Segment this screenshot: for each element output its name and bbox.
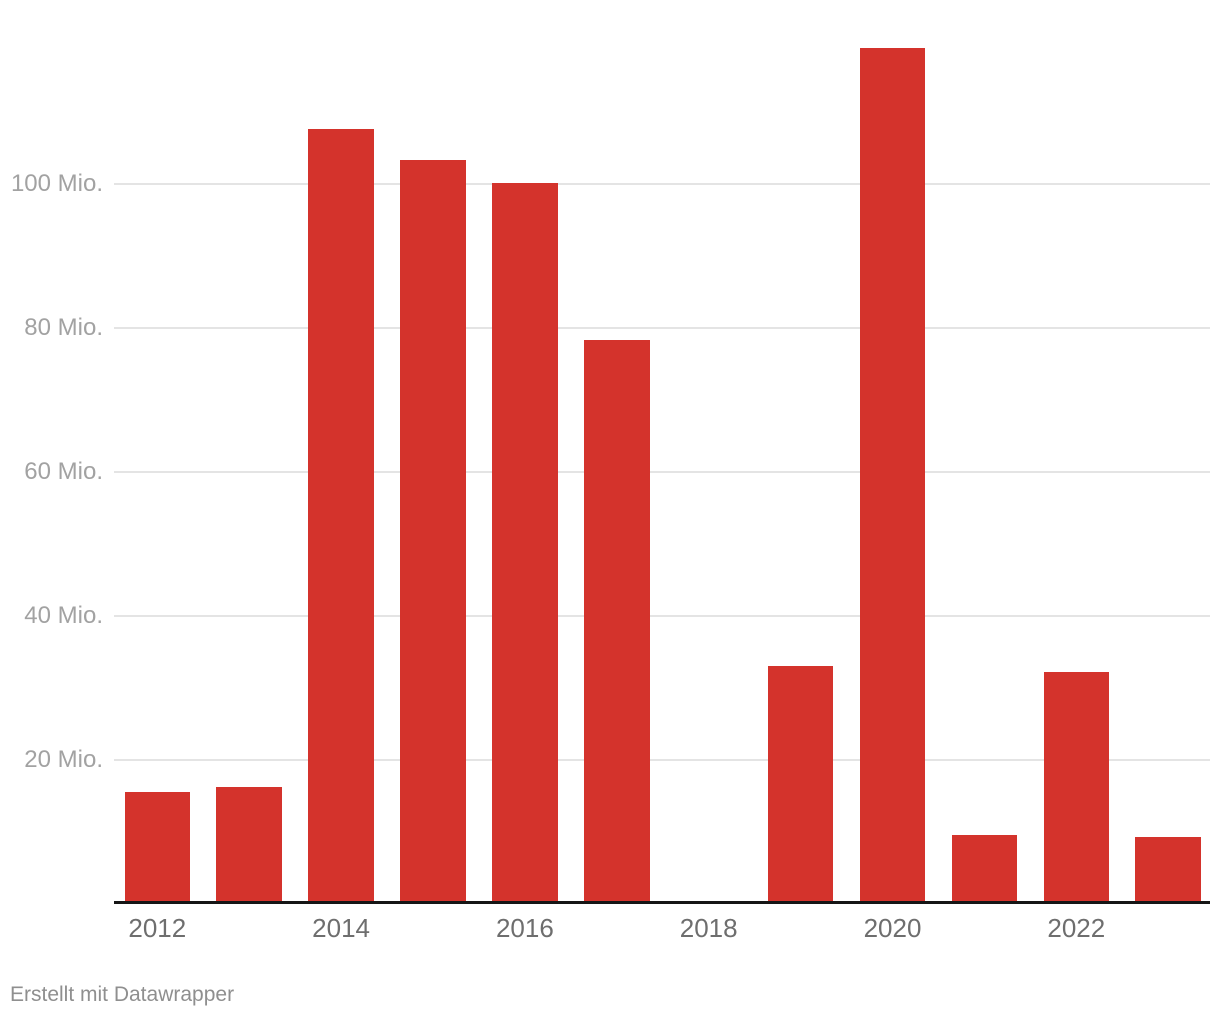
y-tick-label-40-mio: 40 Mio. [24,602,103,629]
bar-2019[interactable] [767,666,834,904]
x-tick-label-2016: 2016 [495,913,554,943]
x-tick-label-2018: 2018 [679,913,738,943]
bar-2012[interactable] [124,792,191,904]
bar-2014[interactable] [308,129,374,904]
x-tick-label-2014: 2014 [312,913,371,943]
gridline-80-mio [114,327,1210,329]
bar-2023[interactable] [1135,837,1201,904]
bar-2016[interactable] [492,183,558,904]
y-tick-label-60-mio: 60 Mio. [24,458,103,485]
x-tick-label-2012: 2012 [128,913,187,943]
x-tick-label-2022: 2022 [1047,913,1106,943]
y-tick-label-100-mio: 100 Mio. [10,170,103,197]
datawrapper-attribution-link[interactable]: Erstellt mit Datawrapper [10,983,235,1006]
gridline-40-mio [114,615,1210,617]
bar-2020[interactable] [859,48,926,904]
bar-2022[interactable] [1043,672,1110,904]
x-tick-label-2020: 2020 [863,913,922,943]
bar-2013[interactable] [216,787,282,904]
y-tick-label-80-mio: 80 Mio. [24,314,103,341]
plot-area [114,0,1210,904]
x-axis-line [114,901,1210,904]
gridline-100-mio [114,183,1210,185]
gridline-20-mio [114,759,1210,761]
bar-2021[interactable] [951,835,1018,904]
bar-2017[interactable] [584,340,650,904]
gridline-60-mio [114,471,1210,473]
bar-2015[interactable] [400,160,466,904]
y-tick-label-20-mio: 20 Mio. [24,746,103,773]
